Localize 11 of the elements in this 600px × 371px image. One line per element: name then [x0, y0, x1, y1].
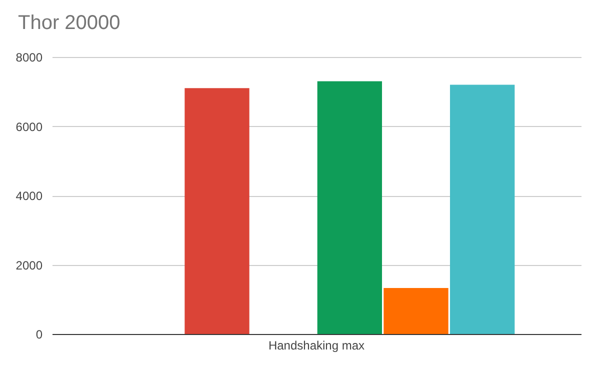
y-tick-label: 0 — [36, 328, 43, 342]
bar — [317, 81, 382, 334]
x-tick-label: Handshaking max — [268, 338, 365, 352]
y-tick-label: 4000 — [16, 189, 43, 203]
bar — [450, 84, 515, 334]
bar — [384, 288, 448, 334]
y-tick-label: 2000 — [16, 258, 43, 272]
chart-title: Thor 20000 — [18, 12, 120, 34]
bar — [184, 88, 250, 334]
y-tick-label: 6000 — [16, 120, 43, 134]
y-tick-label: 8000 — [16, 50, 43, 64]
